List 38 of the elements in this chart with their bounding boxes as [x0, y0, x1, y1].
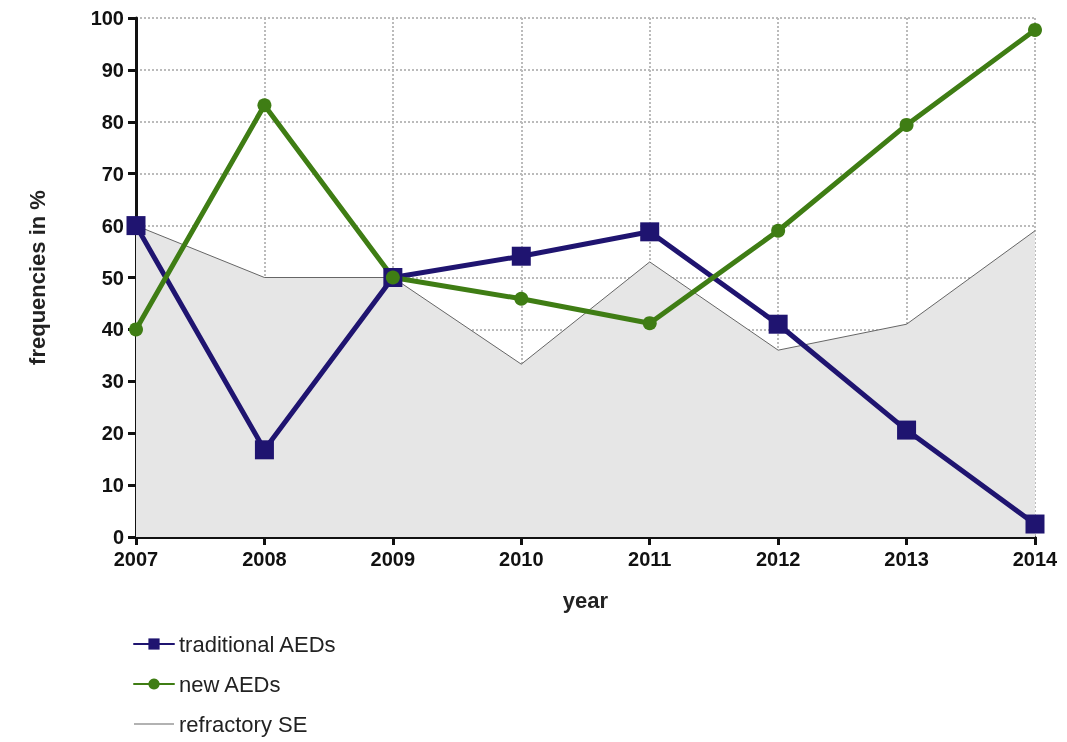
- y-tick-label: 80: [101, 110, 124, 133]
- x-tick-label: 2014: [1012, 548, 1059, 570]
- y-tick-label: 10: [101, 474, 124, 497]
- x-tick-label: 2009: [370, 548, 416, 570]
- x-tick-label: 2013: [884, 548, 929, 570]
- point: [1028, 22, 1042, 37]
- point: [640, 222, 660, 242]
- y-tick-label: 40: [101, 318, 124, 341]
- y-axis-title: frequencies in %: [24, 190, 50, 365]
- point: [254, 440, 274, 460]
- y-tick-label: 100: [90, 7, 124, 29]
- point: [129, 322, 143, 337]
- legend-label: traditional AEDs: [179, 631, 336, 657]
- legend-label: refractory SE: [179, 711, 308, 737]
- point: [768, 314, 788, 334]
- x-tick-label: 2007: [113, 548, 159, 570]
- point: [257, 98, 272, 113]
- point: [771, 223, 786, 238]
- x-tick-label: 2008: [242, 548, 287, 570]
- y-tick-label: 60: [101, 214, 124, 237]
- x-tick-label: 2011: [628, 548, 672, 570]
- x-tick-label: 2012: [755, 548, 801, 570]
- legend-label: new AEDs: [179, 671, 281, 697]
- y-tick-label: 70: [101, 162, 124, 185]
- y-tick-label: 90: [101, 58, 124, 81]
- point: [897, 420, 917, 440]
- x-axis-title: year: [562, 587, 609, 613]
- point: [642, 316, 657, 331]
- y-tick-label: 30: [101, 370, 124, 393]
- y-tick-label: 20: [101, 422, 124, 445]
- y-tick-label: 50: [101, 266, 124, 289]
- point: [514, 291, 529, 306]
- x-tick-label: 2010: [499, 548, 544, 570]
- y-tick-label: 0: [112, 526, 124, 548]
- point: [126, 216, 146, 236]
- point: [899, 117, 914, 132]
- point: [511, 246, 531, 266]
- point: [1025, 514, 1045, 534]
